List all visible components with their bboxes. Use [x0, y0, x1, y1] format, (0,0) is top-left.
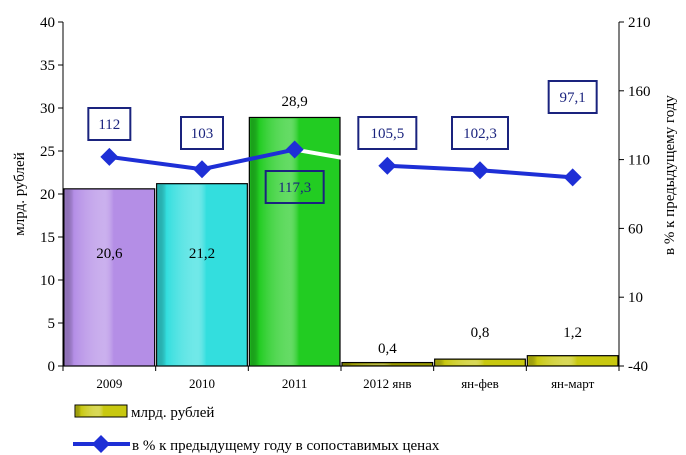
tick-left-label-40: 40: [40, 15, 55, 31]
line-value-label-2: 117,3: [278, 180, 311, 196]
legend-bar-label: млрд. рублей: [131, 405, 214, 421]
bar-shade-4: [435, 360, 525, 365]
line-segment-1: [201, 147, 296, 172]
tick-left-label-25: 25: [40, 144, 55, 160]
line-value-box-0: [87, 107, 132, 141]
category-label-5: ян-март: [551, 376, 595, 391]
line-segment-4: [479, 168, 573, 180]
category-label-0: 2009: [96, 376, 122, 391]
line-marker-0: [100, 147, 119, 166]
line-marker-5: [563, 168, 582, 187]
category-label-1: 2010: [189, 376, 215, 391]
line-value-box-1: [180, 116, 224, 150]
tick-left-label-5: 5: [48, 316, 56, 332]
tick-right-label-160: 160: [628, 84, 651, 100]
line-segment-0: [109, 154, 203, 172]
line-marker-3: [378, 156, 397, 175]
bar-value-label-0: 20,6: [96, 246, 123, 262]
bar-shade-0: [65, 189, 154, 365]
tick-left-label-35: 35: [40, 58, 55, 74]
tick-left-label-15: 15: [40, 230, 55, 246]
y-left-title: млрд. рублей: [12, 152, 28, 235]
line-value-label-4: 102,3: [463, 126, 497, 142]
legend-item-bar: млрд. рублей: [74, 404, 214, 421]
bar-value-label-1: 21,2: [189, 246, 215, 262]
legend-bar-swatch-shade: [76, 406, 126, 416]
tick-right-label-210: 210: [628, 15, 651, 31]
bar-shade-3: [343, 363, 432, 365]
category-label-2: 2011: [282, 376, 308, 391]
bar-value-label-5: 1,2: [563, 325, 582, 341]
line-marker-1: [193, 160, 211, 179]
bar-shade-5: [528, 356, 617, 365]
tick-right-label-10: 10: [628, 290, 643, 306]
y-right-title: в % к предыдущему году: [662, 95, 678, 255]
tick-left-label-20: 20: [40, 187, 55, 203]
line-value-label-5: 97,1: [560, 90, 586, 106]
tick-left-label-10: 10: [40, 273, 55, 289]
bar-value-label-4: 0,8: [471, 325, 490, 341]
legend-line-label: в % к предыдущему году в сопоставимых це…: [132, 438, 440, 454]
line-value-box-3: [357, 116, 418, 150]
bar-shade-1: [157, 184, 247, 365]
bars-layer: [63, 116, 619, 367]
category-label-4: ян-фев: [461, 376, 499, 391]
line-value-label-1: 103: [191, 126, 214, 142]
tick-right-label-60: 60: [628, 221, 643, 237]
legend: млрд. рублей в % к предыдущему году в соп…: [73, 404, 440, 454]
line-value-box-2: [264, 170, 325, 204]
tick-left-label-0: 0: [48, 359, 56, 375]
tick-left-label-30: 30: [40, 101, 55, 117]
axes-layer: 0 5 10 15 20 25 30 35 40 -40 10 60 110 160 210 2009 2010…: [12, 15, 678, 391]
line-value-box-4: [451, 116, 509, 150]
line-value-box-5: [547, 80, 598, 114]
line-marker-2: [285, 140, 304, 159]
category-label-3: 2012 янв: [363, 376, 411, 391]
line-layer: [100, 140, 582, 187]
line-value-label-0: 112: [98, 117, 120, 133]
bar-value-label-2: 28,9: [282, 94, 308, 110]
tick-right-label-110: 110: [628, 153, 650, 169]
line-segment-3: [387, 163, 481, 173]
line-value-label-3: 105,5: [370, 126, 404, 142]
line-marker-4: [471, 161, 489, 180]
line-segment-2: [294, 147, 388, 168]
legend-item-line: в % к предыдущему году в сопоставимых це…: [73, 435, 440, 454]
labels-layer: 20,6 21,2 28,9 0,4 0,8 1,2 112 103 117,3 105,5 102…: [87, 80, 598, 357]
bar-value-label-3: 0,4: [378, 341, 397, 357]
legend-line-marker: [92, 435, 110, 453]
tick-right-label--40: -40: [628, 359, 648, 375]
bar-shade-2: [250, 118, 339, 366]
